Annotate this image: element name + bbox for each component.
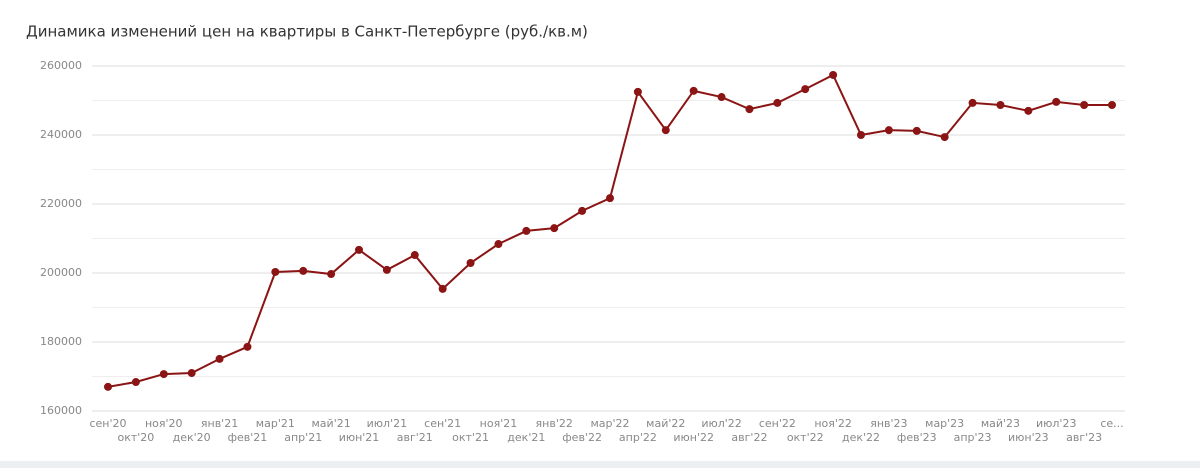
x-tick-label: янв'22 — [536, 417, 573, 430]
y-tick-label: 200000 — [40, 266, 82, 279]
data-point — [1108, 100, 1116, 109]
x-tick-label: се... — [1100, 417, 1123, 430]
x-tick-label: май'21 — [312, 417, 351, 430]
data-point — [689, 86, 698, 95]
data-point — [633, 87, 642, 96]
bottom-bar — [0, 461, 1200, 468]
data-point — [410, 251, 419, 260]
x-tick-label: июл'21 — [367, 417, 407, 430]
data-point — [661, 126, 670, 135]
x-tick-label: фев'23 — [897, 431, 937, 444]
data-point — [382, 265, 391, 274]
x-tick-label: июл'23 — [1036, 417, 1076, 430]
x-tick-label: фев'21 — [228, 431, 268, 444]
x-tick-label: авг'21 — [397, 431, 433, 444]
data-point — [773, 98, 782, 107]
x-tick-label: сен'21 — [424, 417, 461, 430]
x-tick-label: апр'23 — [954, 431, 992, 444]
data-point — [1080, 100, 1089, 109]
data-point — [271, 267, 280, 276]
y-tick-label: 220000 — [40, 197, 82, 210]
data-point — [829, 70, 838, 79]
x-tick-label: июн'22 — [673, 431, 714, 444]
data-point — [550, 224, 559, 233]
x-tick-label: апр'21 — [284, 431, 322, 444]
x-tick-label: окт'21 — [452, 431, 489, 444]
y-tick-label: 260000 — [40, 59, 82, 72]
data-point — [912, 126, 921, 135]
data-point — [578, 206, 587, 215]
x-tick-label: дек'20 — [173, 431, 211, 444]
data-point — [801, 85, 810, 94]
data-point — [522, 226, 531, 235]
x-tick-label: ноя'20 — [145, 417, 183, 430]
x-tick-label: янв'21 — [201, 417, 238, 430]
data-point — [299, 266, 308, 275]
data-point — [606, 194, 614, 203]
x-tick-label: май'23 — [981, 417, 1020, 430]
x-tick-label: дек'21 — [507, 431, 545, 444]
x-tick-label: авг'22 — [731, 431, 767, 444]
x-tick-label: авг'23 — [1066, 431, 1102, 444]
x-tick-label: май'22 — [646, 417, 685, 430]
chart-title: Динамика изменений цен на квартиры в Сан… — [26, 23, 588, 41]
data-point — [1024, 106, 1033, 115]
data-point — [857, 131, 865, 139]
y-tick-label: 240000 — [40, 128, 82, 141]
data-point — [131, 378, 140, 387]
data-point — [215, 354, 224, 363]
y-tick-label: 160000 — [40, 404, 82, 417]
data-point — [494, 240, 503, 249]
data-point — [355, 245, 363, 254]
x-tick-label: апр'22 — [619, 431, 657, 444]
x-tick-label: сен'22 — [759, 417, 796, 430]
x-tick-label: ноя'21 — [480, 417, 518, 430]
x-tick-label: мар'21 — [256, 417, 295, 430]
y-tick-label: 180000 — [40, 335, 82, 348]
x-tick-label: янв'23 — [870, 417, 907, 430]
x-tick-label: окт'22 — [787, 431, 824, 444]
data-point — [159, 370, 168, 379]
data-point — [243, 342, 252, 351]
x-tick-label: мар'23 — [925, 417, 964, 430]
data-point — [940, 133, 949, 142]
x-tick-label: дек'22 — [842, 431, 880, 444]
x-tick-label: июл'22 — [701, 417, 741, 430]
x-tick-label: окт'20 — [117, 431, 154, 444]
data-point — [996, 100, 1005, 109]
x-tick-label: июн'23 — [1008, 431, 1049, 444]
data-point — [327, 270, 336, 279]
x-tick-label: ноя'22 — [814, 417, 852, 430]
series-line — [107, 73, 1112, 388]
x-tick-label: фев'22 — [562, 431, 602, 444]
x-tick-label: июн'21 — [339, 431, 380, 444]
x-tick-label: сен'20 — [89, 417, 126, 430]
data-point — [717, 93, 726, 102]
data-point — [466, 258, 475, 267]
data-point — [187, 369, 196, 378]
data-point — [1052, 97, 1061, 106]
x-tick-label: мар'22 — [590, 417, 629, 430]
data-point — [438, 284, 447, 293]
data-point — [968, 98, 977, 107]
data-point — [745, 105, 754, 114]
data-point — [104, 382, 112, 391]
data-point — [884, 126, 893, 135]
